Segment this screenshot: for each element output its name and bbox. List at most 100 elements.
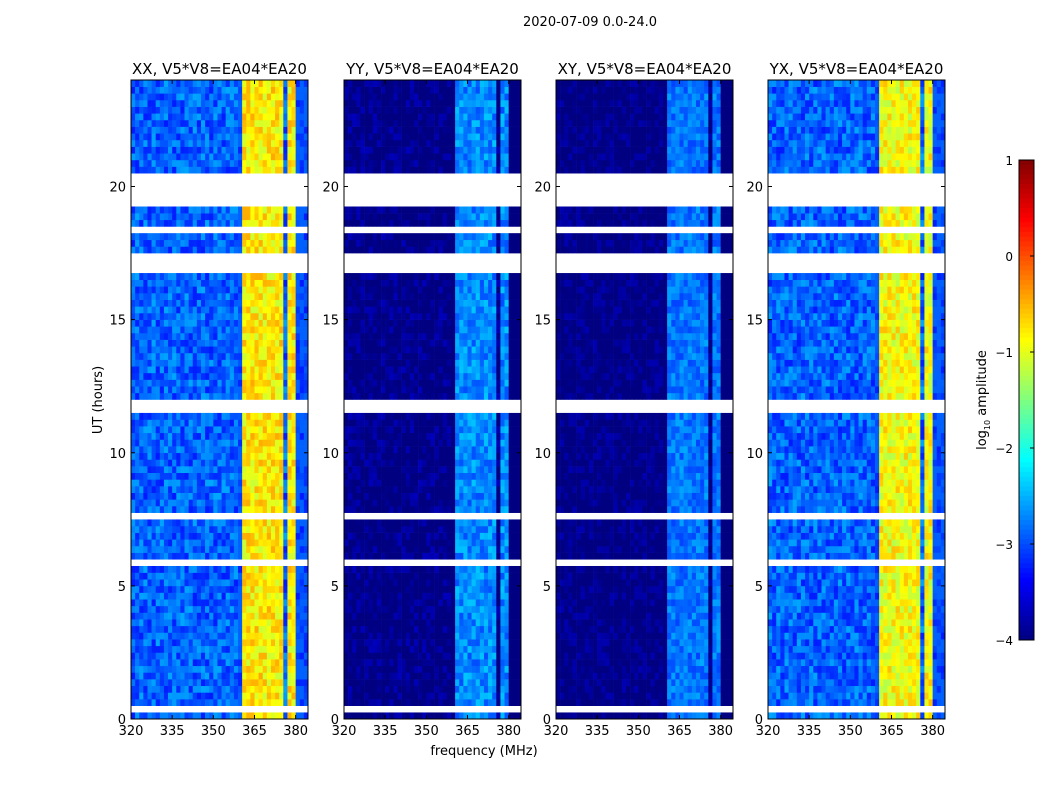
- heatmap-cell: [217, 432, 222, 440]
- heatmap-cell: [459, 712, 464, 720]
- heatmap-cell: [475, 605, 481, 613]
- heatmap-cell: [180, 146, 185, 154]
- heatmap-cell: [131, 592, 136, 600]
- heatmap-cell: [196, 432, 202, 440]
- heatmap-cell: [270, 565, 276, 573]
- heatmap-cell: [291, 439, 296, 447]
- heatmap-cell: [196, 166, 202, 174]
- heatmap-cell: [200, 519, 206, 527]
- heatmap-cell: [430, 692, 435, 700]
- heatmap-cell: [147, 659, 152, 667]
- heatmap-cell: [492, 519, 497, 527]
- heatmap-cell: [483, 712, 489, 720]
- heatmap-cell: [492, 585, 497, 593]
- heatmap-cell: [299, 665, 305, 673]
- heatmap-cell: [266, 539, 272, 547]
- heatmap-cell: [168, 639, 173, 647]
- heatmap-cell: [262, 139, 268, 147]
- heatmap-cell: [430, 585, 435, 593]
- heatmap-cell: [299, 479, 305, 487]
- heatmap-cell: [217, 119, 222, 127]
- heatmap-cell: [163, 126, 169, 134]
- heatmap-cell: [279, 246, 284, 254]
- heatmap-cell: [303, 133, 309, 141]
- heatmap-cell: [254, 492, 259, 500]
- heatmap-cell: [147, 672, 152, 680]
- heatmap-cell: [299, 446, 305, 454]
- heatmap-cell: [401, 699, 407, 706]
- heatmap-cell: [246, 579, 251, 587]
- heatmap-cell: [238, 319, 243, 327]
- heatmap-cell: [279, 545, 284, 553]
- heatmap-cell: [131, 632, 136, 640]
- heatmap-cell: [463, 692, 468, 700]
- heatmap-cell: [405, 619, 411, 627]
- heatmap-cell: [168, 585, 173, 593]
- heatmap-cell: [389, 492, 394, 500]
- heatmap-cell: [446, 625, 452, 633]
- heatmap-cell: [270, 452, 276, 460]
- heatmap-cell: [180, 273, 185, 280]
- heatmap-cell: [143, 492, 148, 500]
- heatmap-cell: [275, 472, 280, 480]
- heatmap-cell: [135, 712, 140, 720]
- heatmap-cell: [225, 386, 231, 394]
- heatmap-cell: [393, 572, 398, 580]
- heatmap-cell: [221, 645, 226, 653]
- heatmap-cell: [213, 312, 218, 320]
- heatmap-cell: [364, 479, 369, 487]
- heatmap-cell: [246, 665, 251, 673]
- heatmap-cell: [463, 625, 468, 633]
- heatmap-cell: [262, 446, 268, 454]
- heatmap-cell: [143, 552, 148, 560]
- heatmap-cell: [376, 486, 382, 493]
- heatmap-cell: [496, 712, 501, 720]
- heatmap-cell: [488, 665, 493, 673]
- heatmap-cell: [508, 585, 514, 593]
- heatmap-cell: [163, 679, 169, 687]
- heatmap-cell: [471, 525, 477, 533]
- heatmap-cell: [376, 605, 382, 613]
- heatmap-cell: [385, 712, 390, 720]
- heatmap-cell: [246, 126, 251, 134]
- heatmap-cell: [229, 306, 235, 314]
- heatmap-cell: [176, 86, 181, 94]
- heatmap-cell: [242, 545, 247, 553]
- heatmap-cell: [250, 499, 255, 507]
- heatmap-cell: [143, 665, 148, 673]
- heatmap-cell: [348, 592, 353, 600]
- heatmap-cell: [213, 432, 218, 440]
- heatmap-cell: [405, 532, 411, 540]
- heatmap-cell: [213, 539, 218, 547]
- heatmap-cell: [172, 306, 177, 314]
- heatmap-cell: [135, 339, 140, 347]
- heatmap-cell: [291, 279, 296, 287]
- heatmap-cell: [192, 532, 198, 540]
- heatmap-cell: [135, 346, 140, 354]
- y-tick-label: 20: [109, 181, 126, 196]
- heatmap-cell: [442, 659, 448, 667]
- heatmap-cell: [438, 665, 444, 673]
- heatmap-cell: [299, 233, 305, 241]
- heatmap-cell: [299, 699, 305, 706]
- heatmap-cell: [283, 352, 288, 360]
- heatmap-cell: [225, 466, 231, 474]
- heatmap-cell: [279, 519, 284, 527]
- heatmap-cell: [139, 312, 144, 320]
- heatmap-cell: [176, 133, 181, 141]
- heatmap-cell: [176, 579, 181, 587]
- heatmap-cell: [504, 659, 509, 667]
- heatmap-cell: [168, 645, 173, 653]
- heatmap-cell: [516, 619, 522, 627]
- heatmap-cell: [352, 625, 357, 633]
- heatmap-cell: [270, 585, 276, 593]
- heatmap-cell: [368, 599, 374, 607]
- heatmap-cell: [233, 326, 239, 334]
- heatmap-cell: [209, 372, 214, 380]
- heatmap-cell: [229, 459, 235, 467]
- heatmap-cell: [356, 499, 361, 507]
- heatmap-cell: [291, 352, 296, 360]
- heatmap-cell: [205, 86, 210, 94]
- heatmap-cell: [233, 286, 239, 294]
- heatmap-cell: [246, 119, 251, 127]
